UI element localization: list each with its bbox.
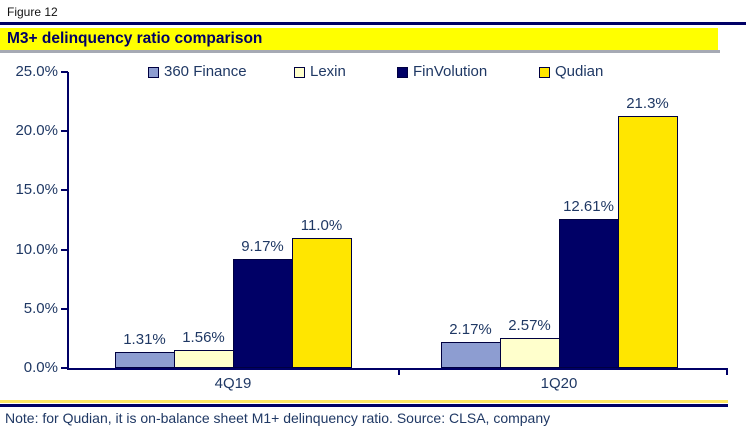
bar-value-label: 1.31% (123, 331, 166, 348)
bar-value-label: 12.61% (563, 198, 614, 215)
bar-qudian-4q19 (292, 238, 352, 368)
bar-360-finance-4q19 (115, 352, 175, 368)
bar-value-label: 11.0% (300, 217, 343, 234)
bar-value-label: 2.57% (508, 317, 551, 334)
y-axis-tick-label: 10.0% (15, 240, 58, 258)
y-axis-line (67, 72, 69, 370)
gray-rule (0, 50, 720, 53)
legend-swatch-lexin (294, 67, 305, 78)
y-axis-tick (61, 189, 68, 192)
y-axis-tick (61, 130, 68, 133)
y-axis-tick (61, 307, 68, 310)
y-axis-tick-label: 5.0% (23, 299, 58, 317)
top-navy-rule (0, 22, 746, 25)
figure-label: Figure 12 (7, 5, 58, 19)
y-axis-tick-label: 15.0% (15, 181, 58, 199)
bar-360-finance-1q20 (441, 342, 501, 368)
chart-title: M3+ delinquency ratio comparison (7, 30, 263, 47)
bar-chart: 360 Finance Lexin FinVolution Qudian 0.0% 5.0… (15, 63, 728, 392)
y-axis-tick (61, 367, 68, 369)
title-band: M3+ delinquency ratio comparison (0, 28, 718, 50)
y-axis-tick-label: 20.0% (15, 122, 58, 140)
x-axis-tick (726, 370, 728, 375)
note-text: Note: for Qudian, it is on-balance sheet… (5, 410, 551, 426)
x-axis-category-label: 4Q19 (214, 375, 252, 392)
y-axis-tick (61, 71, 68, 73)
legend-label-finvolution: FinVolution (413, 63, 488, 80)
y-axis-tick (61, 248, 68, 251)
x-axis-category-label: 1Q20 (540, 375, 578, 392)
bar-value-label: 21.3% (626, 95, 669, 112)
x-axis-line (67, 368, 728, 370)
bottom-yellow-rule (0, 400, 728, 403)
legend-swatch-qudian (539, 67, 550, 78)
bar-value-label: 9.17% (241, 238, 284, 255)
legend-swatch-360-finance (148, 67, 159, 78)
y-axis-tick-label: 0.0% (23, 359, 58, 376)
bar-lexin-1q20 (500, 338, 560, 368)
legend-label-lexin: Lexin (310, 63, 346, 80)
legend-label-360-finance: 360 Finance (164, 63, 247, 80)
x-axis-tick (398, 370, 400, 375)
bar-finvolution-1q20 (559, 219, 619, 368)
bar-qudian-1q20 (618, 116, 678, 368)
bottom-navy-rule (0, 404, 728, 407)
y-axis-tick-label: 25.0% (15, 63, 58, 80)
legend-swatch-finvolution (397, 67, 408, 78)
bar-lexin-4q19 (174, 350, 234, 368)
legend-label-qudian: Qudian (555, 63, 604, 80)
bar-value-label: 2.17% (449, 321, 492, 338)
bar-value-label: 1.56% (182, 329, 225, 346)
bar-finvolution-4q19 (233, 259, 293, 368)
